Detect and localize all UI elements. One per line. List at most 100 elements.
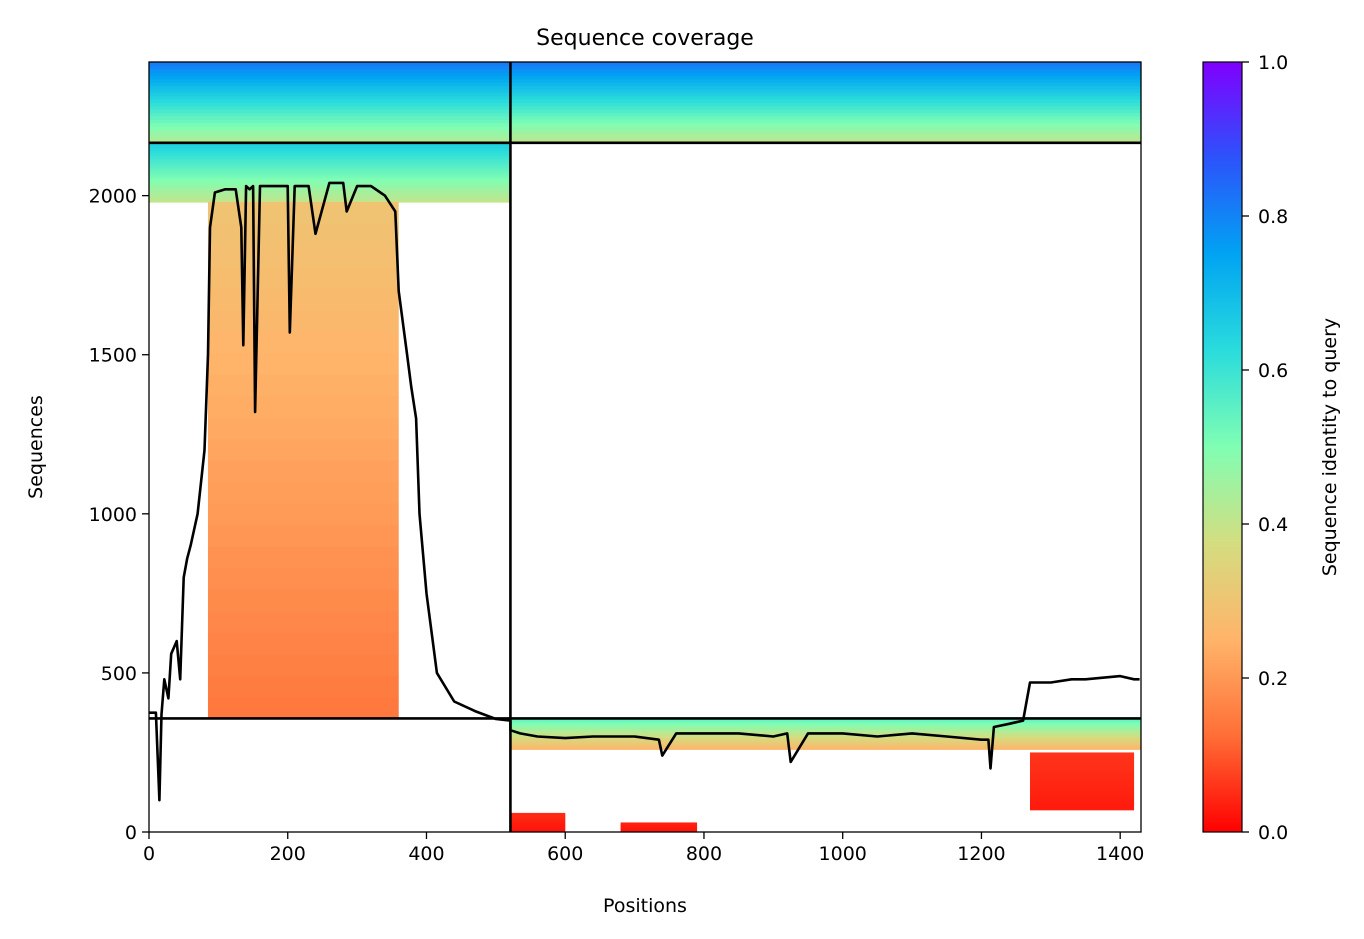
alignment-stripe (510, 723, 1141, 726)
alignment-stripe (510, 82, 1141, 87)
alignment-stripe (510, 813, 566, 816)
y-axis-label: Sequences (25, 395, 47, 499)
alignment-stripe (207, 395, 399, 418)
alignment-stripe (510, 741, 1141, 744)
alignment-stripe (1030, 797, 1135, 801)
alignment-stripe (207, 438, 399, 461)
alignment-stripe (510, 729, 1141, 732)
alignment-stripe (149, 160, 511, 164)
x-tick-label: 1200 (957, 843, 1005, 865)
alignment-stripe (1030, 764, 1135, 768)
alignment-stripe (1030, 778, 1135, 782)
colorbar-tick-label: 0.8 (1258, 206, 1288, 228)
alignment-stripe (510, 820, 566, 823)
alignment-stripe (510, 105, 1141, 110)
alignment-stripe (149, 197, 511, 201)
alignment-stripe (149, 174, 511, 178)
alignment-stripe (510, 109, 1141, 114)
alignment-stripe (207, 546, 399, 569)
alignment-block (510, 62, 1141, 144)
alignment-stripe (510, 727, 1141, 730)
alignment-block (1030, 752, 1135, 811)
alignment-stripe (149, 169, 511, 174)
alignment-stripe (1030, 788, 1135, 792)
alignment-stripe (149, 82, 511, 87)
alignment-stripe (207, 202, 399, 225)
alignment-stripe (510, 820, 566, 822)
alignment-stripe (510, 726, 1141, 729)
y-axis: 0 500 1000 1500 2000 (89, 186, 149, 844)
alignment-stripe (1030, 790, 1135, 794)
alignment-stripe (510, 72, 1141, 77)
alignment-stripe (1030, 795, 1135, 799)
alignment-stripe (1030, 800, 1135, 804)
alignment-stripe (510, 125, 1141, 130)
alignment-stripe (510, 719, 1141, 722)
alignment-stripe (149, 95, 511, 100)
y-tick-label: 500 (101, 663, 137, 685)
x-tick-label: 200 (270, 843, 306, 865)
alignment-stripe (510, 822, 566, 824)
alignment-stripe (510, 112, 1141, 117)
alignment-stripe (510, 102, 1141, 107)
x-axis-label: Positions (603, 895, 687, 917)
alignment-stripe (510, 122, 1141, 127)
alignment-stripe (510, 139, 1141, 144)
alignment-stripe (207, 589, 399, 612)
chart-title: Sequence coverage (536, 26, 754, 51)
alignment-stripe (149, 72, 511, 77)
alignment-stripe (149, 192, 511, 196)
alignment-stripe (510, 740, 1141, 743)
x-tick-label: 1000 (819, 843, 867, 865)
alignment-blocks (149, 62, 1141, 832)
alignment-stripe (149, 199, 511, 203)
coverage-line (149, 181, 1140, 802)
alignment-stripe (510, 744, 1141, 747)
alignment-stripe (510, 829, 566, 832)
alignment-stripe (149, 147, 511, 151)
alignment-stripe (149, 115, 511, 120)
alignment-stripe (149, 150, 511, 154)
alignment-stripe (510, 745, 1141, 748)
alignment-stripe (620, 822, 698, 824)
alignment-stripe (149, 65, 511, 70)
alignment-stripe (1030, 807, 1135, 811)
alignment-stripe (510, 825, 566, 828)
alignment-stripe (1030, 802, 1135, 806)
alignment-stripe (510, 65, 1141, 70)
alignment-stripe (207, 331, 399, 354)
alignment-stripe (510, 733, 1141, 736)
alignment-stripe (510, 814, 566, 816)
colorbar-ticks: 0.0 0.2 0.4 0.6 0.8 1.0 (1242, 52, 1288, 844)
alignment-stripe (149, 177, 511, 181)
alignment-stripe (1030, 771, 1135, 775)
alignment-stripe (207, 567, 399, 590)
alignment-stripe (149, 85, 511, 90)
alignment-stripe (149, 112, 511, 117)
alignment-stripe (1030, 769, 1135, 773)
x-tick-label: 600 (547, 843, 583, 865)
alignment-stripe (149, 88, 511, 93)
alignment-block (207, 202, 399, 720)
alignment-stripe (1030, 781, 1135, 785)
alignment-stripe (149, 105, 511, 110)
alignment-stripe (149, 194, 511, 198)
alignment-stripe (207, 460, 399, 483)
alignment-stripe (149, 145, 511, 149)
alignment-stripe (1030, 793, 1135, 797)
alignment-stripe (1030, 776, 1135, 780)
alignment-stripe (149, 75, 511, 80)
alignment-stripe (207, 610, 399, 633)
colorbar-tick-label: 0.4 (1258, 514, 1288, 536)
alignment-stripe (510, 95, 1141, 100)
alignment-stripe (510, 85, 1141, 90)
alignment-stripe (510, 115, 1141, 120)
alignment-block (620, 822, 698, 832)
alignment-stripe (510, 816, 566, 818)
alignment-stripe (510, 742, 1141, 745)
x-tick-label: 1400 (1096, 843, 1144, 865)
alignment-stripe (149, 109, 511, 114)
alignment-stripe (510, 738, 1141, 741)
alignment-stripe (149, 155, 511, 159)
